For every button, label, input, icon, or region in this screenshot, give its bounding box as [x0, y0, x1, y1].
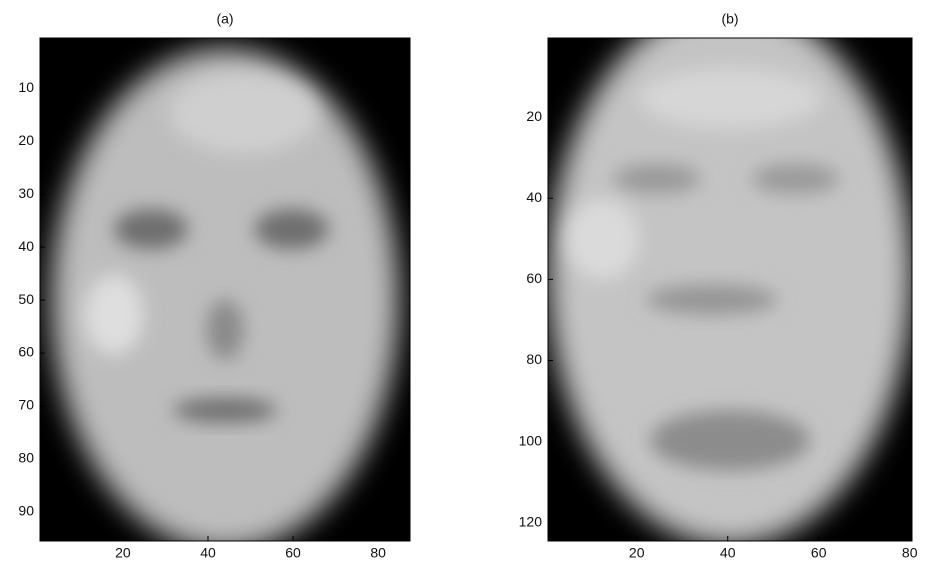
y-tick-label: 20 [18, 132, 34, 148]
x-tick-label: 40 [720, 545, 736, 561]
face-feature [255, 209, 329, 249]
y-tick-label: 80 [526, 351, 542, 367]
x-tick-label: 40 [200, 545, 216, 561]
x-tick-label: 80 [902, 545, 918, 561]
panel-title: (b) [721, 11, 738, 27]
face-feature [614, 164, 701, 194]
y-tick-label: 60 [18, 344, 34, 360]
x-tick-label: 20 [115, 545, 131, 561]
x-tick-label: 80 [370, 545, 386, 561]
y-tick-label: 70 [18, 397, 34, 413]
x-tick-label: 60 [285, 545, 301, 561]
y-tick-label: 100 [519, 432, 543, 448]
face-feature [650, 410, 810, 470]
face-feature [170, 73, 318, 153]
panel-title: (a) [216, 11, 233, 27]
y-tick-label: 80 [18, 450, 34, 466]
y-tick-label: 90 [18, 503, 34, 519]
y-tick-label: 40 [526, 189, 542, 205]
face-feature [639, 68, 821, 128]
face-feature [566, 199, 639, 279]
y-tick-label: 10 [18, 79, 34, 95]
y-tick-label: 120 [519, 513, 543, 529]
y-tick-label: 30 [18, 185, 34, 201]
face-feature [752, 164, 839, 194]
page: (a) 10 20 30 40 50 60 70 80 90 20 40 60 80 (b) 20 40 60 80… [0, 0, 925, 563]
x-tick-label: 60 [811, 545, 827, 561]
image [548, 3, 912, 546]
face-feature [114, 209, 188, 249]
figure: (a) 10 20 30 40 50 60 70 80 90 20 40 60 80 (b) 20 40 60 80… [0, 0, 925, 563]
face-feature [84, 274, 143, 354]
x-tick-label: 20 [629, 545, 645, 561]
y-tick-label: 20 [526, 108, 542, 124]
face-feature [173, 398, 277, 423]
face-feature [207, 300, 244, 360]
y-tick-label: 50 [18, 291, 34, 307]
y-tick-label: 60 [526, 270, 542, 286]
face-feature [646, 284, 777, 314]
y-tick-label: 40 [18, 238, 34, 254]
image [40, 38, 410, 551]
